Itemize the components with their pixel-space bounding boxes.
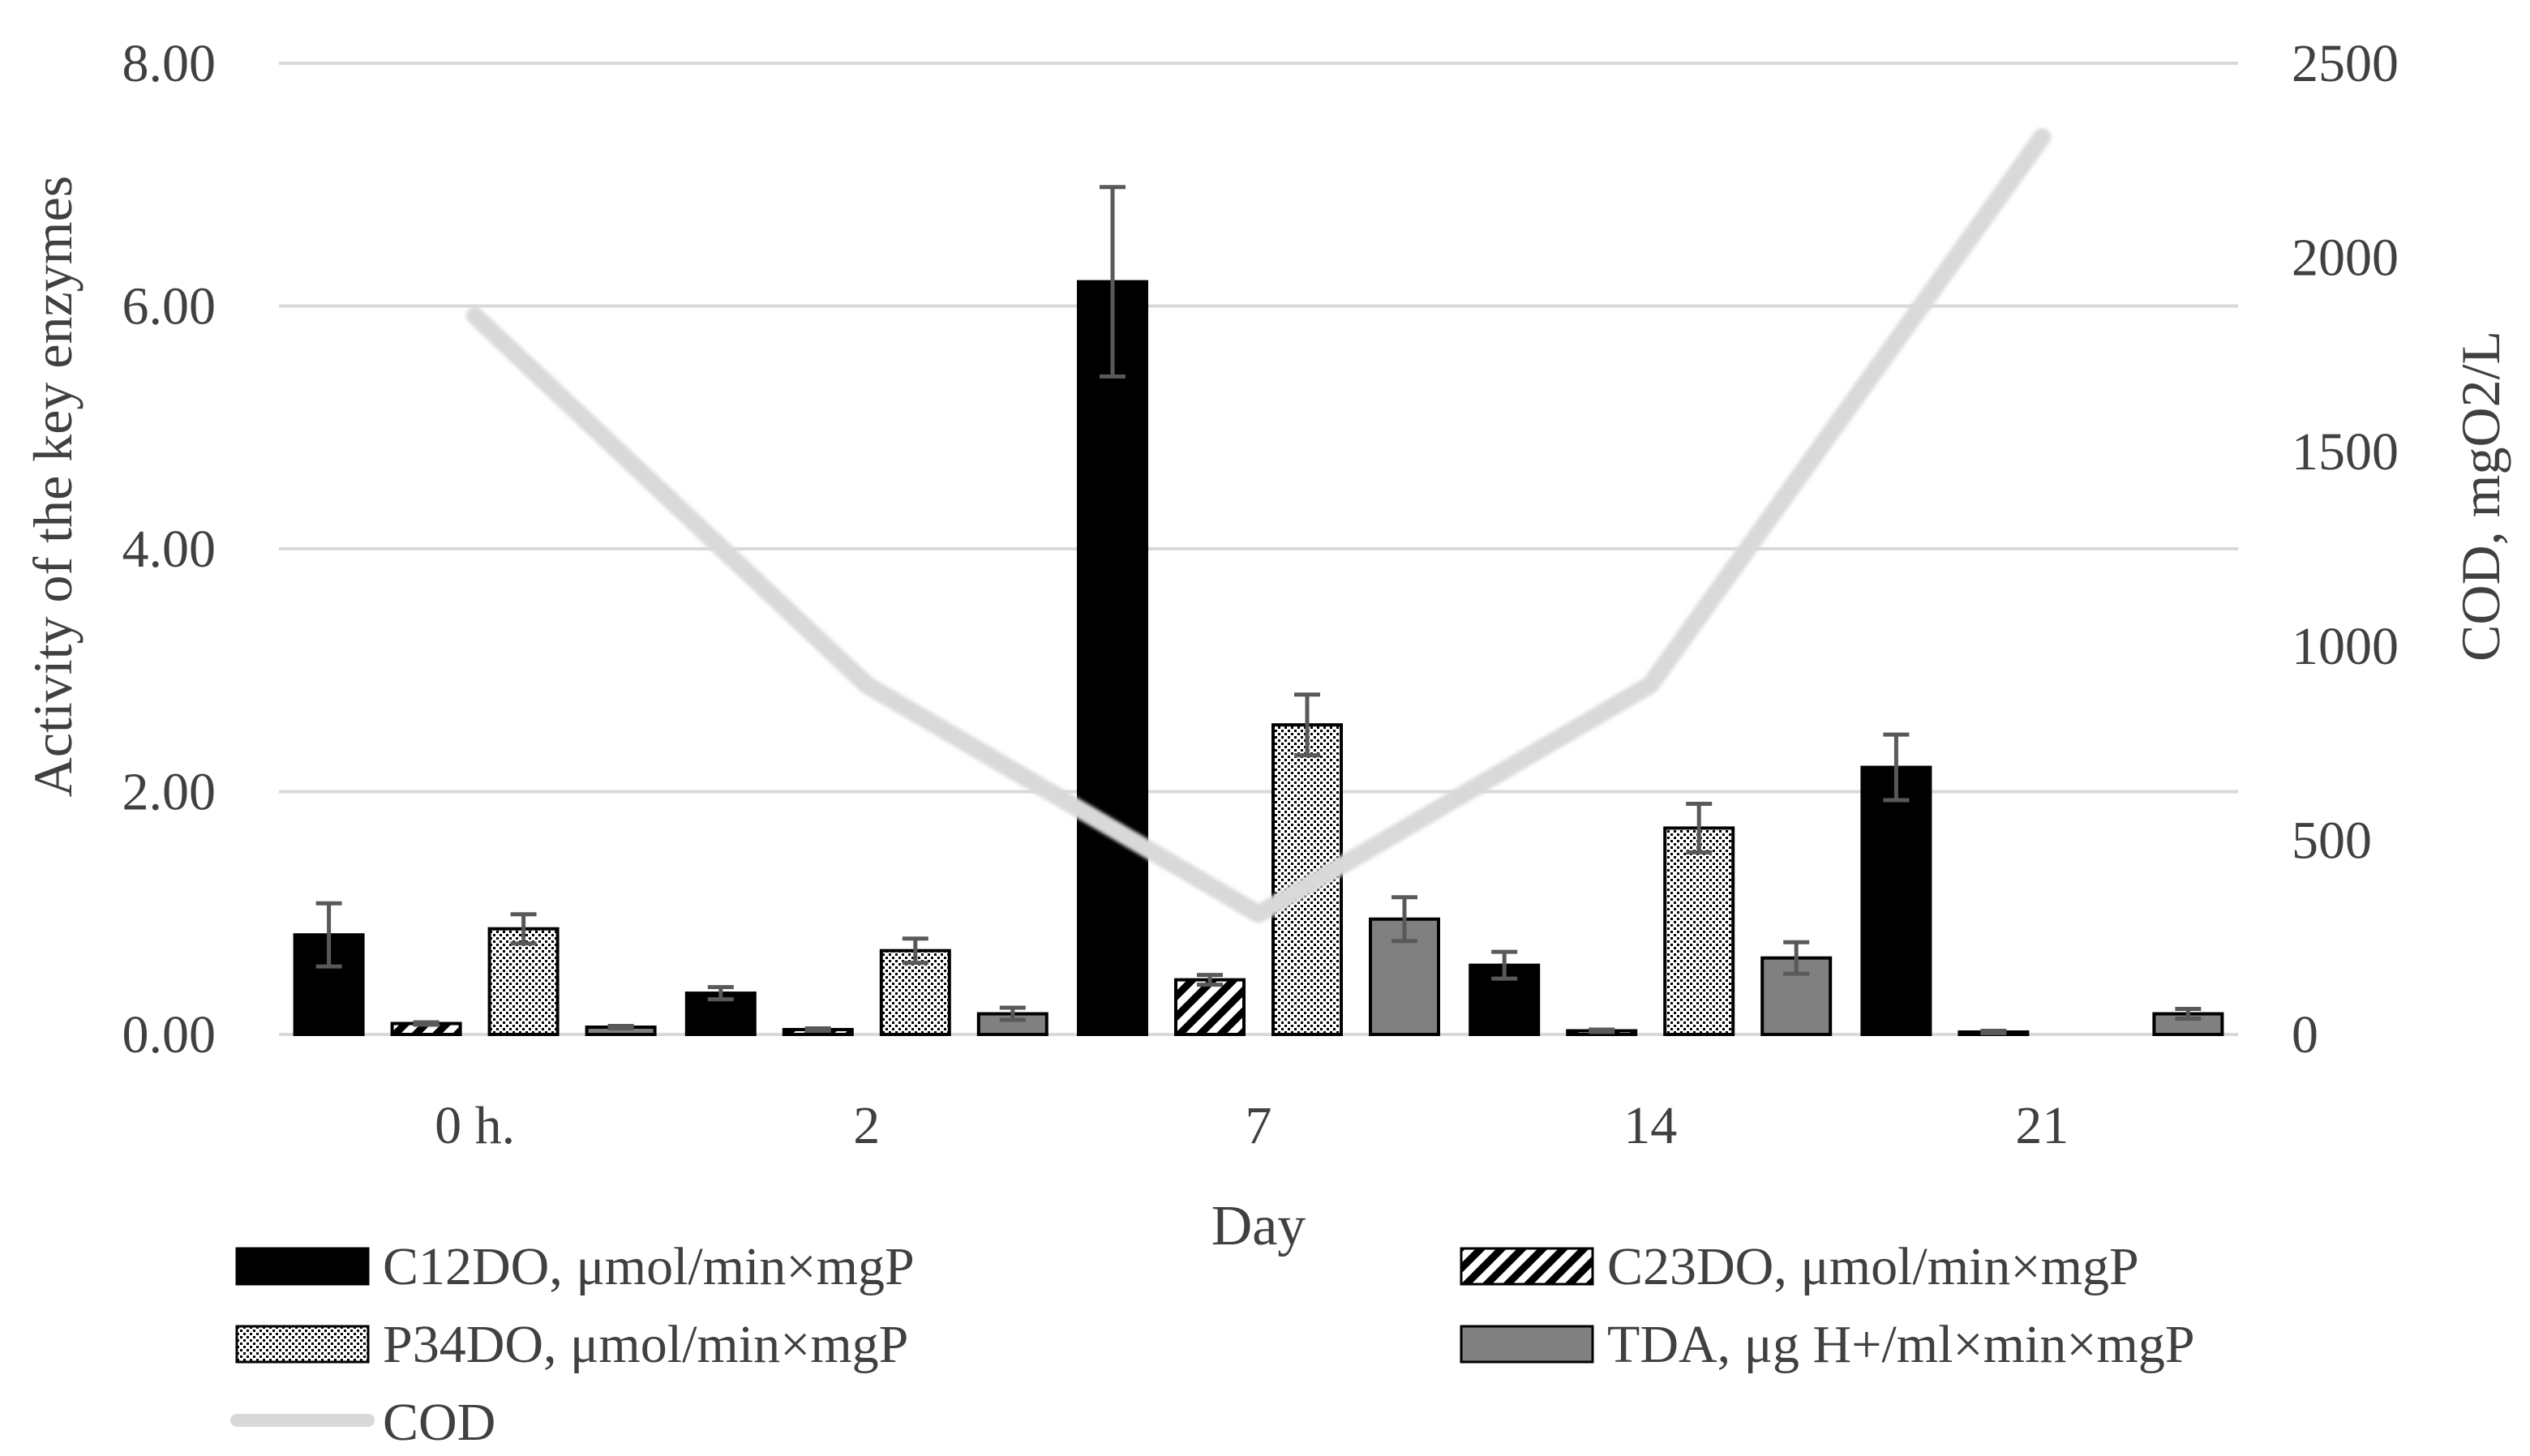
- legend-item-p34do: P34DO, μmol/min×mgP: [235, 1315, 908, 1374]
- cod-point: [2041, 136, 2043, 138]
- right-axis-ticks: 0 500 1000 1500 2000 2500: [2292, 34, 2399, 1064]
- legend-label-p34do: P34DO, μmol/min×mgP: [383, 1315, 908, 1374]
- legend-label-tda: TDA, μg H+/ml×min×mgP: [1607, 1315, 2195, 1374]
- bar-c12do: [1077, 280, 1148, 1036]
- y-tick-label: 8.00: [122, 34, 217, 93]
- legend-item-cod: COD: [230, 1393, 495, 1452]
- y2-tick-label: 0: [2292, 1005, 2318, 1064]
- y-tick-label: 2.00: [122, 763, 217, 822]
- y2-tick-label: 500: [2292, 811, 2372, 870]
- x-tick-label: 21: [2015, 1096, 2069, 1155]
- legend: C12DO, μmol/min×mgP C23DO, μmol/min×mgP …: [230, 1237, 2195, 1452]
- y2-tick-label: 2500: [2292, 34, 2399, 93]
- y2-tick-label: 1000: [2292, 617, 2399, 676]
- x-tick-label: 0 h.: [435, 1096, 515, 1155]
- bars: [293, 280, 2224, 1037]
- cod-line-layer: [465, 128, 2052, 923]
- cod-point: [474, 315, 476, 316]
- bar-c23do: [1174, 978, 1246, 1037]
- error-bars: [315, 185, 2202, 1036]
- cod-point: [1649, 684, 1651, 686]
- legend-label-c12do: C12DO, μmol/min×mgP: [383, 1237, 915, 1296]
- legend-swatch-p34do: [235, 1325, 370, 1364]
- legend-swatch-c23do: [1460, 1247, 1594, 1286]
- legend-item-c12do: C12DO, μmol/min×mgP: [235, 1237, 915, 1296]
- legend-swatch-tda: [1460, 1325, 1594, 1364]
- legend-item-tda: TDA, μg H+/ml×min×mgP: [1460, 1315, 2195, 1374]
- cod-point: [866, 684, 868, 686]
- legend-label-cod: COD: [383, 1393, 495, 1452]
- y-axis-label: Activity of the key enzymes: [22, 176, 84, 798]
- y-tick-label: 0.00: [122, 1005, 217, 1064]
- y-tick-label: 4.00: [122, 520, 217, 579]
- cod-line: [465, 128, 2052, 923]
- bar-c12do: [1860, 765, 1932, 1036]
- bar-p34do: [1663, 826, 1735, 1036]
- legend-item-c23do: C23DO, μmol/min×mgP: [1460, 1237, 2139, 1296]
- x-axis-label: Day: [1211, 1195, 1306, 1257]
- legend-label-c23do: C23DO, μmol/min×mgP: [1607, 1237, 2139, 1296]
- x-tick-label: 7: [1246, 1096, 1272, 1155]
- x-tick-label: 2: [853, 1096, 880, 1155]
- gridlines: [279, 62, 2238, 1036]
- legend-swatch-c12do: [235, 1247, 370, 1286]
- y-tick-label: 6.00: [122, 277, 217, 336]
- y2-axis-label: COD, mgO2/L: [2450, 331, 2511, 662]
- bar-c12do: [684, 991, 757, 1036]
- x-axis-ticks: 0 h. 2 7 14 21: [435, 1096, 2069, 1155]
- cod-point: [1258, 913, 1259, 914]
- y2-tick-label: 2000: [2292, 229, 2399, 288]
- left-axis-ticks: 0.00 2.00 4.00 6.00 8.00: [122, 34, 217, 1064]
- bar-p34do: [487, 927, 560, 1037]
- y2-tick-label: 1500: [2292, 422, 2399, 482]
- x-tick-label: 14: [1623, 1096, 1677, 1155]
